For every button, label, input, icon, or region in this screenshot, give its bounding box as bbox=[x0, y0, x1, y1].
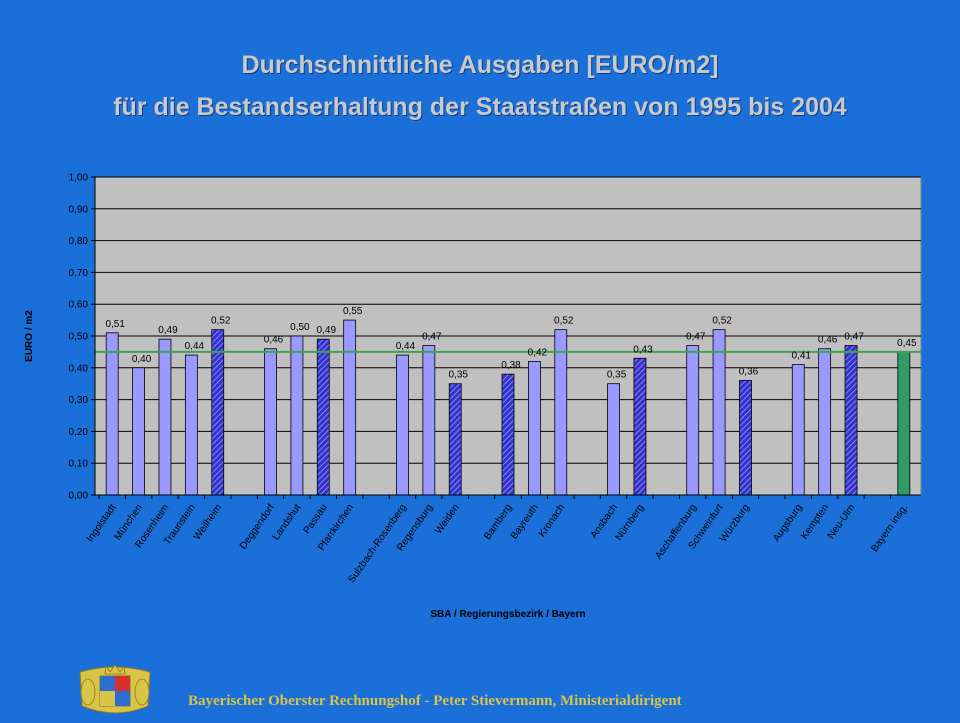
category-label: Weiden bbox=[433, 502, 461, 536]
y-axis-ticks: 0,00 0,10 0,20 0,30 0,40 0,50 0,60 0,70 0,80 0,90… bbox=[69, 173, 95, 502]
data-label: 0,49 bbox=[158, 325, 178, 336]
data-label: 0,49 bbox=[317, 325, 337, 336]
data-label: 0,46 bbox=[264, 335, 284, 346]
data-label: 0,47 bbox=[422, 332, 442, 343]
data-label: 0,52 bbox=[211, 316, 231, 327]
y-tick-label: 0,50 bbox=[69, 332, 89, 343]
y-tick-label: 0,40 bbox=[69, 363, 89, 374]
data-label: 0,44 bbox=[185, 341, 205, 352]
bar-kronach bbox=[554, 329, 568, 496]
y-tick-label: 0,80 bbox=[69, 236, 89, 247]
category-label: Neu-Ulm bbox=[826, 502, 858, 541]
bar-münchen bbox=[132, 367, 145, 496]
category-label: Deggendorf bbox=[238, 502, 277, 551]
bar-augsburg bbox=[791, 364, 805, 496]
data-label: 0,47 bbox=[844, 332, 864, 343]
data-label: 0,35 bbox=[607, 370, 627, 381]
bar-ansbach bbox=[607, 383, 620, 496]
y-tick-label: 0,00 bbox=[69, 491, 89, 502]
category-label: Kronach bbox=[537, 502, 567, 539]
chart-title-line-1: Durchschnittliche Ausgaben [EURO/m2] bbox=[241, 51, 719, 79]
bar-weilheim bbox=[211, 329, 225, 496]
y-tick-label: 0,30 bbox=[69, 395, 89, 406]
bars bbox=[105, 319, 911, 496]
category-label: Aschaffenburg bbox=[653, 502, 699, 561]
bar-aschaffenburg bbox=[686, 345, 700, 496]
bar-ingolstadt bbox=[105, 332, 119, 496]
category-label: Passau bbox=[302, 502, 330, 536]
bar-traunstein bbox=[184, 354, 198, 496]
bar-neu-ulm bbox=[844, 345, 858, 496]
category-label: Bayern insg. bbox=[869, 502, 910, 554]
bar-weiden bbox=[448, 383, 462, 496]
data-label: 0,55 bbox=[343, 306, 363, 317]
category-label: Augsburg bbox=[771, 502, 805, 543]
bar-deggendorf bbox=[264, 348, 277, 496]
bar-regensburg bbox=[422, 345, 436, 496]
bar-pfarrkirchen bbox=[343, 319, 357, 496]
bar-nürnberg bbox=[633, 357, 647, 496]
data-label: 0,52 bbox=[712, 316, 732, 327]
y-tick-label: 0,20 bbox=[69, 427, 89, 438]
data-label: 0,35 bbox=[448, 370, 468, 381]
bar-bayreuth bbox=[527, 361, 541, 496]
y-tick-label: 0,60 bbox=[69, 300, 89, 311]
chart-title-line-2: für die Bestandserhaltung der Staatstraß… bbox=[113, 93, 847, 121]
data-label: 0,52 bbox=[554, 316, 574, 327]
data-labels: 0,51 0,40 0,49 0,44 0,52 0,46 0,50 0,49 0,55 0,44… bbox=[105, 306, 917, 381]
bar-landshut bbox=[290, 335, 304, 496]
data-label: 0,45 bbox=[897, 338, 917, 349]
data-label: 0,46 bbox=[818, 335, 838, 346]
category-labels: IngolstadtMünchenRosenheimTraunsteinWeil… bbox=[85, 495, 910, 585]
data-label: 0,50 bbox=[290, 322, 310, 333]
data-label: 0,42 bbox=[528, 347, 548, 358]
y-tick-label: 0,70 bbox=[69, 268, 89, 279]
data-label: 0,40 bbox=[132, 354, 152, 365]
bar-passau bbox=[316, 338, 330, 496]
data-label: 0,44 bbox=[396, 341, 416, 352]
data-label: 0,38 bbox=[501, 360, 521, 371]
data-label: 0,51 bbox=[105, 319, 125, 330]
y-tick-label: 1,00 bbox=[69, 173, 89, 184]
bar-bayern-insg- bbox=[897, 351, 911, 496]
data-label: 0,47 bbox=[686, 332, 706, 343]
y-axis-label: EURO / m2 bbox=[24, 310, 35, 362]
x-axis-label: SBA / Regierungsbezirk / Bayern bbox=[430, 609, 585, 620]
bar-rosenheim bbox=[158, 338, 172, 496]
data-label: 0,36 bbox=[739, 367, 759, 378]
y-tick-label: 0,90 bbox=[69, 204, 89, 215]
bar-sulzbach-rosenberg bbox=[396, 354, 409, 496]
bar-würzburg bbox=[739, 380, 752, 496]
footer-text: Bayerischer Oberster Rechnungshof - Pete… bbox=[188, 693, 682, 709]
bar-kempten bbox=[818, 348, 832, 496]
data-label: 0,41 bbox=[792, 351, 812, 362]
data-label: 0,43 bbox=[633, 344, 653, 355]
bar-bamberg bbox=[501, 373, 515, 496]
y-tick-label: 0,10 bbox=[69, 459, 89, 470]
bavarian-coat-of-arms-logo bbox=[70, 662, 160, 718]
bar-schweinfurt bbox=[712, 329, 726, 496]
